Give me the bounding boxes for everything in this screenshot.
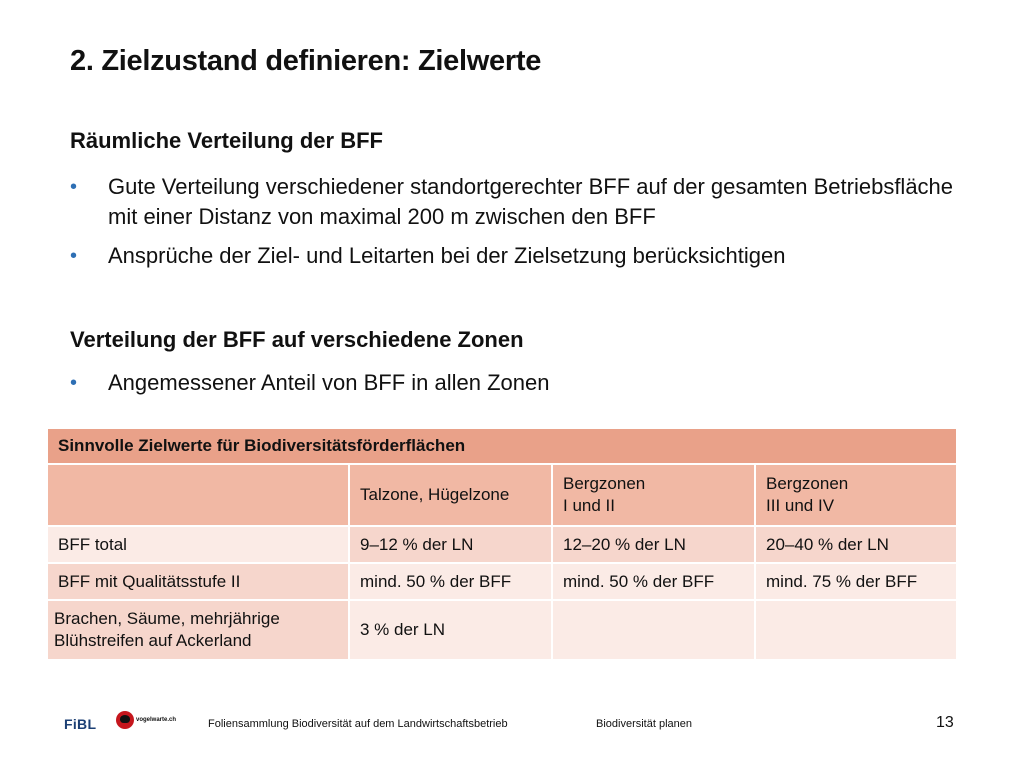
table-cell: 12–20 % der LN [551, 525, 756, 564]
bullet-text: Gute Verteilung verschiedener standortge… [108, 174, 954, 229]
vogelwarte-logo: vogelwarte.ch [116, 711, 176, 735]
slide-footer: FiBL vogelwarte.ch Foliensammlung Biodiv… [0, 711, 1024, 741]
table-cell: mind. 75 % der BFF [753, 562, 959, 601]
table-cell [753, 599, 959, 661]
slide-title: 2. Zielzustand definieren: Zielwerte [70, 45, 542, 77]
vogelwarte-logo-text: vogelwarte.ch [136, 717, 177, 723]
table-cell [551, 599, 756, 661]
header-line: Bergzonen [563, 474, 646, 493]
bullet-item: • Angemessener Anteil von BFF in allen Z… [70, 368, 970, 398]
row-label: BFF mit Qualitätsstufe II [46, 562, 350, 601]
table-cell: 9–12 % der LN [348, 525, 553, 564]
row-label-line: Brachen, Säume, mehrjährige [54, 609, 280, 628]
footer-topic: Biodiversität planen [596, 718, 693, 730]
table-cell: 3 % der LN [348, 599, 553, 661]
table-row: BFF total 9–12 % der LN 12–20 % der LN 2… [46, 525, 959, 564]
row-label-line: Blühstreifen auf Ackerland [54, 631, 252, 650]
table-header-bergzonen-3-4: Bergzonen III und IV [753, 463, 959, 527]
bullet-item: • Gute Verteilung verschiedener standort… [70, 172, 970, 232]
header-line: Bergzonen [766, 474, 849, 493]
table-title-row: Sinnvolle Zielwerte für Biodiversitätsfö… [45, 427, 959, 465]
table-cell: mind. 50 % der BFF [348, 562, 553, 601]
section-heading-zones: Verteilung der BFF auf verschiedene Zone… [70, 327, 524, 352]
page-number: 13 [936, 714, 954, 731]
bullet-dot-icon: • [70, 176, 78, 198]
table-row: Brachen, Säume, mehrjährige Blühstreifen… [46, 599, 959, 661]
section-heading-spatial: Räumliche Verteilung der BFF [70, 128, 383, 153]
fibl-logo: FiBL [64, 716, 97, 732]
bullet-item: • Ansprüche der Ziel- und Leitarten bei … [70, 241, 970, 271]
table-cell: 20–40 % der LN [753, 525, 959, 564]
row-label: BFF total [46, 525, 350, 564]
table-header-row: Talzone, Hügelzone Bergzonen I und II Be… [46, 463, 959, 527]
row-label: Brachen, Säume, mehrjährige Blühstreifen… [46, 599, 350, 661]
bullet-text: Angemessener Anteil von BFF in allen Zon… [108, 370, 550, 395]
header-line: I und II [563, 496, 615, 515]
table-header-bergzonen-1-2: Bergzonen I und II [551, 463, 756, 527]
bullet-dot-icon: • [70, 245, 78, 267]
table-row: BFF mit Qualitätsstufe II mind. 50 % der… [46, 562, 959, 601]
footer-collection: Foliensammlung Biodiversität auf dem Lan… [208, 718, 508, 730]
table-cell: mind. 50 % der BFF [551, 562, 756, 601]
bird-icon [116, 711, 134, 729]
table-title: Sinnvolle Zielwerte für Biodiversitätsfö… [45, 427, 959, 465]
table-header-talzone: Talzone, Hügelzone [348, 463, 553, 527]
header-line: III und IV [766, 496, 835, 515]
bullet-text: Ansprüche der Ziel- und Leitarten bei de… [108, 243, 786, 268]
table-header-cell-empty [46, 463, 350, 527]
target-values-table: Sinnvolle Zielwerte für Biodiversitätsfö… [45, 427, 959, 661]
bullet-dot-icon: • [70, 372, 78, 394]
